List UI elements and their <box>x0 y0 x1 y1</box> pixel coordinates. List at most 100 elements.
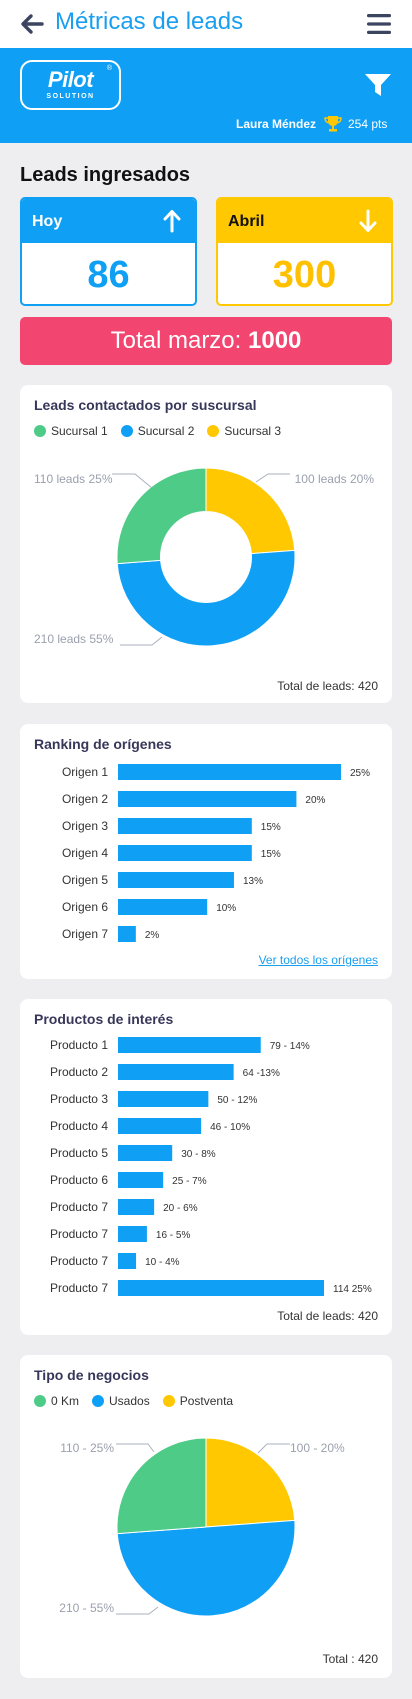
view-all-origins-link[interactable]: Ver todos los orígenes <box>258 953 378 967</box>
legend-dot-green <box>34 1395 46 1407</box>
legend-item: Usados <box>92 1394 150 1408</box>
stat-card-month[interactable]: Abril 300 <box>216 197 393 306</box>
legend-item: Sucursal 2 <box>120 424 195 438</box>
bar <box>118 1280 324 1296</box>
filter-icon[interactable] <box>364 72 392 98</box>
pie-chart: 110 - 25% 210 - 55% 100 - 20% <box>59 1437 345 1617</box>
bar-value-label: 50 - 12% <box>217 1095 257 1106</box>
legend-item: Sucursal 1 <box>34 424 108 438</box>
bar-value-label: 15% <box>261 849 281 860</box>
bar-value-label: 114 25% <box>333 1284 372 1295</box>
bar <box>118 1064 234 1080</box>
bar <box>118 1037 261 1053</box>
origins-bar-chart: Origen 1 25% Origen 2 20% Origen 3 15% Origen … <box>62 764 370 942</box>
leader-line <box>116 1443 155 1453</box>
chart-legend: Sucursal 1 Sucursal 2 Sucursal 3 <box>34 424 281 438</box>
bar-category-label: Producto 3 <box>50 1092 108 1106</box>
bar <box>118 1145 173 1161</box>
total-march-value: 1000 <box>248 327 302 354</box>
leader-line <box>255 473 290 483</box>
pie-slice-2 <box>116 1519 296 1617</box>
bar-category-label: Origen 2 <box>62 792 108 806</box>
pie-data-label: 210 leads 55% <box>34 632 114 646</box>
bar-category-label: Origen 6 <box>62 900 108 914</box>
bar <box>118 1091 209 1107</box>
card-origins-ranking: Ranking de orígenes Origen 1 25% Origen 2 2… <box>20 724 392 979</box>
logo-subtext: SOLUTION <box>46 93 95 100</box>
pie-data-label: 100 - 20% <box>290 1441 345 1455</box>
bar <box>118 818 252 834</box>
arrow-left-icon[interactable] <box>18 10 46 38</box>
card-footer-total: Total : 420 <box>322 1652 378 1666</box>
bar <box>118 1172 164 1188</box>
stat-label-month: Abril <box>228 213 265 230</box>
card-title: Productos de interés <box>34 1011 174 1027</box>
top-app-bar: Métricas de leads <box>0 0 412 48</box>
bar-value-label: 10 - 4% <box>145 1257 180 1268</box>
bar-category-label: Producto 7 <box>50 1200 108 1214</box>
legend-label: Sucursal 3 <box>224 424 282 438</box>
hamburger-menu-icon[interactable] <box>366 12 392 36</box>
card-title: Leads contactados por suscursal <box>34 397 257 413</box>
arrow-down-icon <box>359 209 377 232</box>
card-footer-total: Total de leads: 420 <box>277 679 378 693</box>
leader-line <box>257 1443 290 1454</box>
bar-value-label: 20% <box>305 795 325 806</box>
user-points: 254 pts <box>348 117 388 131</box>
pie-data-label: 210 - 55% <box>59 1601 114 1615</box>
bar-value-label: 64 -13% <box>243 1068 280 1079</box>
bar-value-label: 79 - 14% <box>270 1041 310 1052</box>
user-name: Laura Méndez <box>235 117 316 131</box>
bar-category-label: Producto 7 <box>50 1227 108 1241</box>
legend-dot-blue <box>92 1395 105 1407</box>
pie-data-label: 100 leads 20% <box>295 472 375 486</box>
bar-value-label: 15% <box>261 822 281 833</box>
pie-data-label: 110 leads 25% <box>34 472 113 486</box>
arrow-up-icon <box>163 210 181 233</box>
bar-category-label: Producto 7 <box>50 1254 108 1268</box>
stat-card-header: Hoy <box>22 199 195 243</box>
bar-category-label: Origen 7 <box>62 927 108 941</box>
legend-dot-blue <box>120 425 133 437</box>
pie-slice-1 <box>116 1437 207 1535</box>
stat-value-today: 86 <box>87 254 130 296</box>
legend-label: Sucursal 2 <box>137 424 195 438</box>
bar <box>118 1226 147 1242</box>
stat-label-today: Hoy <box>32 213 63 230</box>
bar-value-label: 20 - 6% <box>163 1203 198 1214</box>
bar <box>118 1199 155 1215</box>
donut-hole <box>160 511 252 603</box>
stat-value-month: 300 <box>272 254 337 296</box>
donut-chart: 110 leads 25% 210 leads 55% 100 leads 20% <box>34 467 375 647</box>
legend-label: Usados <box>109 1394 150 1408</box>
bar-category-label: Producto 5 <box>50 1146 108 1160</box>
total-march-banner: Total marzo: 1000 <box>20 317 392 365</box>
bar-category-label: Producto 4 <box>50 1119 108 1133</box>
products-bar-chart: Producto 1 79 - 14% Producto 2 64 -13% Produ… <box>50 1037 372 1296</box>
chart-legend: 0 Km Usados Postventa <box>34 1394 233 1408</box>
bar-category-label: Producto 6 <box>50 1173 108 1187</box>
card-leads-by-branch: Leads contactados por suscursal Sucursal… <box>20 385 392 703</box>
total-march-label: Total marzo: <box>110 327 242 354</box>
bar-category-label: Origen 5 <box>62 873 108 887</box>
trophy-icon <box>324 116 342 132</box>
bar <box>118 764 341 780</box>
stat-card-today[interactable]: Hoy 86 <box>20 197 197 306</box>
bar-value-label: 25% <box>350 768 370 779</box>
legend-label: Sucursal 1 <box>51 424 108 438</box>
card-business-type: Tipo de negocios 0 Km Usados Postventa 1… <box>20 1355 392 1678</box>
bar-category-label: Origen 1 <box>62 765 108 779</box>
brand-header: Pilot SOLUTION ® Laura Méndez 254 pts <box>0 48 412 143</box>
bar-value-label: 25 - 7% <box>172 1176 207 1187</box>
legend-item: Sucursal 3 <box>207 424 281 438</box>
bar <box>118 791 297 807</box>
legend-dot-yellow <box>207 425 220 437</box>
bar-category-label: Producto 2 <box>50 1065 108 1079</box>
page-title: Métricas de leads <box>55 8 244 35</box>
bar-value-label: 10% <box>216 903 236 914</box>
bar <box>118 845 252 861</box>
leader-line <box>116 1606 159 1615</box>
card-title: Tipo de negocios <box>34 1367 149 1383</box>
logo-registered-mark: ® <box>106 65 112 72</box>
bar <box>118 872 234 888</box>
